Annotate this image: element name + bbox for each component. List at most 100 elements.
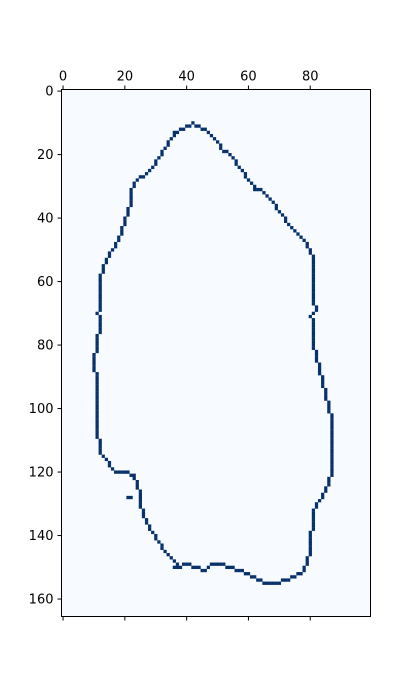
contour-cell xyxy=(95,349,99,354)
contour-cell xyxy=(107,254,112,258)
contour-cell xyxy=(120,232,124,236)
contour-cell xyxy=(98,321,102,325)
contour-cell xyxy=(98,448,102,452)
contour-cell xyxy=(95,403,99,408)
contour-cell xyxy=(209,133,214,138)
contour-cell xyxy=(311,511,316,516)
y-tick-label: 160 xyxy=(29,593,54,608)
contour-cell xyxy=(311,333,316,338)
x-tick-label: 60 xyxy=(240,70,257,85)
contour-cell xyxy=(194,124,198,128)
contour-cell xyxy=(117,238,121,243)
contour-cell xyxy=(311,514,316,519)
contour-cell xyxy=(203,568,207,573)
contour-cell xyxy=(98,295,102,300)
contour-cell xyxy=(98,441,102,446)
contour-cell xyxy=(268,581,272,585)
contour-cell xyxy=(117,235,121,239)
contour-cell xyxy=(302,565,306,570)
contour-cell xyxy=(135,178,139,182)
contour-cell xyxy=(277,210,282,214)
contour-cell xyxy=(249,575,254,579)
contour-cell xyxy=(274,203,278,208)
x-tick-label: 40 xyxy=(178,70,195,85)
contour-cell xyxy=(308,251,312,255)
contour-cell xyxy=(302,238,306,243)
contour-cell xyxy=(274,206,278,211)
contour-cell xyxy=(123,219,127,223)
contour-cell xyxy=(98,318,102,322)
contour-cell xyxy=(243,572,248,576)
contour-cell xyxy=(151,530,155,535)
contour-cell xyxy=(311,311,316,316)
contour-cell xyxy=(311,264,316,268)
contour-cell xyxy=(330,460,334,465)
contour-cell xyxy=(324,486,328,490)
contour-cell xyxy=(311,302,316,306)
contour-cell xyxy=(141,514,146,519)
contour-cell xyxy=(120,470,124,474)
contour-cell xyxy=(95,381,99,385)
contour-cell xyxy=(317,365,322,370)
contour-cell xyxy=(317,372,322,376)
contour-cell xyxy=(98,305,102,309)
contour-cell xyxy=(138,492,142,497)
contour-cell xyxy=(311,279,316,284)
contour-cell xyxy=(123,470,127,474)
contour-cell xyxy=(327,403,331,408)
contour-cell xyxy=(327,400,331,404)
contour-cell xyxy=(95,391,99,395)
contour-cell xyxy=(95,422,99,427)
contour-cell xyxy=(95,400,99,404)
contour-cell xyxy=(330,438,334,443)
contour-cell xyxy=(98,438,102,443)
contour-cell xyxy=(172,133,176,138)
contour-cell xyxy=(172,565,176,570)
contour-cell xyxy=(314,305,319,309)
contour-cell xyxy=(321,492,325,497)
contour-cell xyxy=(311,276,316,281)
contour-cell xyxy=(154,533,158,538)
x-tick-label: 20 xyxy=(117,70,134,85)
contour-cell xyxy=(95,372,99,376)
contour-cell xyxy=(92,359,96,363)
contour-cell xyxy=(280,213,285,217)
contour-cell xyxy=(203,127,207,131)
contour-cell xyxy=(135,486,139,490)
contour-cell xyxy=(330,467,334,471)
contour-cell xyxy=(107,460,112,465)
contour-cell xyxy=(166,143,170,147)
contour-cell xyxy=(324,489,328,493)
contour-cell xyxy=(271,200,275,204)
contour-cell xyxy=(123,216,127,220)
contour-cell xyxy=(104,257,108,262)
contour-cell xyxy=(138,489,142,493)
contour-cell xyxy=(311,318,316,322)
contour-cell xyxy=(311,273,316,277)
contour-cell xyxy=(234,162,238,166)
contour-cell xyxy=(92,365,96,370)
contour-cell xyxy=(299,572,303,576)
contour-cell xyxy=(311,267,316,271)
contour-cell xyxy=(216,562,220,566)
contour-cell xyxy=(308,537,312,541)
contour-cell xyxy=(225,149,229,154)
contour-cell xyxy=(283,219,288,223)
contour-cell xyxy=(311,508,316,512)
contour-cell xyxy=(172,559,176,563)
contour-cell xyxy=(330,445,334,449)
contour-cell xyxy=(188,124,192,128)
contour-cell xyxy=(175,130,180,135)
contour-cell xyxy=(330,457,334,462)
contour-cell xyxy=(95,340,99,344)
contour-cell xyxy=(311,299,316,303)
contour-cell xyxy=(135,479,139,484)
contour-cell xyxy=(330,441,334,446)
contour-cell xyxy=(311,518,316,522)
contour-cell xyxy=(228,152,232,157)
contour-cell xyxy=(324,397,328,401)
contour-cell xyxy=(308,549,312,554)
contour-cell xyxy=(277,581,282,585)
contour-cell xyxy=(151,165,155,170)
contour-cell xyxy=(98,299,102,303)
